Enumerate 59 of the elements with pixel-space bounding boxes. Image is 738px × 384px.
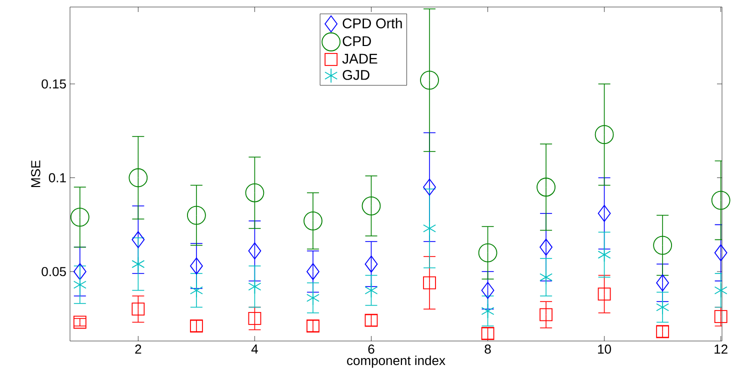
x-axis-title: component index	[347, 356, 446, 368]
point	[656, 300, 670, 315]
point	[362, 196, 381, 216]
point	[128, 168, 148, 188]
point	[186, 206, 206, 225]
x-tick-label: 10	[598, 344, 612, 354]
point	[132, 256, 145, 272]
point	[420, 70, 439, 90]
point	[598, 288, 611, 301]
point	[306, 290, 320, 306]
point	[73, 263, 86, 280]
y-tick-label: 0.05	[42, 266, 66, 276]
point	[478, 243, 498, 262]
point	[711, 190, 730, 210]
point	[132, 302, 145, 316]
legend-label: GJD	[342, 70, 370, 80]
point	[594, 125, 614, 144]
x-tick-label: 12	[714, 344, 728, 354]
point	[540, 308, 552, 322]
point	[245, 183, 264, 202]
point	[423, 178, 436, 196]
point	[73, 316, 86, 329]
point	[481, 327, 494, 340]
legend-label: CPD	[342, 36, 371, 46]
x-tick-label: 8	[484, 344, 491, 354]
point	[364, 282, 378, 298]
point	[132, 231, 145, 248]
point	[656, 274, 670, 292]
x-tick-label: 4	[251, 344, 258, 354]
point	[536, 178, 556, 197]
legend-label: JADE	[342, 54, 378, 64]
point	[714, 310, 728, 324]
point	[73, 277, 86, 292]
legend-label: CPD Orth	[342, 18, 402, 28]
point	[304, 211, 322, 230]
point	[248, 279, 262, 294]
point	[190, 257, 203, 274]
point	[481, 282, 494, 299]
point	[481, 304, 494, 318]
x-tick-label: 6	[368, 344, 374, 354]
point	[422, 220, 436, 236]
point	[248, 312, 262, 325]
point	[364, 256, 378, 273]
point	[248, 242, 262, 260]
point	[540, 238, 552, 256]
point	[540, 270, 553, 285]
point	[653, 236, 672, 255]
point	[423, 276, 436, 290]
point	[598, 204, 611, 222]
y-tick-label: 0.1	[48, 173, 66, 182]
point	[598, 247, 611, 262]
point	[306, 263, 320, 280]
point	[714, 282, 728, 298]
x-tick-label: 2	[135, 344, 142, 354]
y-axis-title: MSE	[31, 160, 40, 188]
point	[70, 208, 90, 227]
y-tick-label: 0.15	[42, 79, 66, 89]
point	[190, 282, 203, 298]
point	[714, 244, 728, 262]
